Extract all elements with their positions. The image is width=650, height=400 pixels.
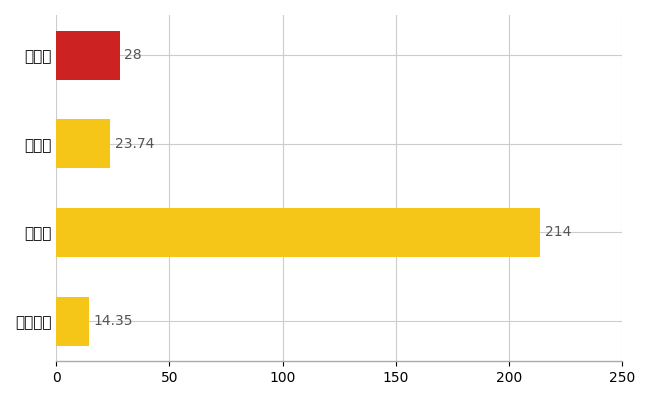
Text: 214: 214 bbox=[545, 226, 571, 240]
Text: 14.35: 14.35 bbox=[94, 314, 133, 328]
Bar bbox=[57, 120, 110, 168]
Bar bbox=[57, 31, 120, 80]
Bar bbox=[57, 297, 89, 346]
Bar bbox=[57, 208, 540, 257]
Text: 28: 28 bbox=[124, 48, 142, 62]
Text: 23.74: 23.74 bbox=[114, 137, 154, 151]
